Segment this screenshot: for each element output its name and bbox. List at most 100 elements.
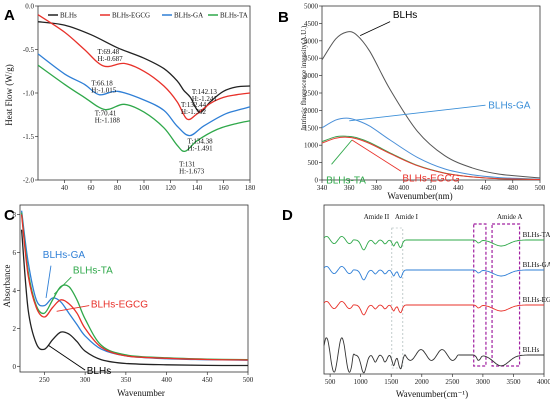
panel-b-xlabel: Wavenumber(nm) (387, 191, 452, 201)
panel-c-xtick-label-4: 450 (202, 376, 213, 384)
panel-a-ytick-label-3: -1.5 (23, 133, 35, 141)
panel-a-line-blhs (37, 21, 251, 113)
panel-c-label-blhs: BLHs (87, 366, 111, 377)
panel-d-xtick-label-6: 3500 (506, 378, 521, 386)
panel-b-arrow-egcg (351, 139, 402, 172)
panel-b-xtick-label-3: 400 (399, 184, 410, 192)
panel-b-xtick-label-2: 380 (371, 184, 382, 192)
panel-b-ytick-label-0: 0 (315, 177, 319, 185)
panel-a-xtick-label-5: 140 (192, 184, 203, 192)
panel-a-annot-h-5: H:-1.491 (188, 145, 214, 153)
panel-c-arrow-blhs (48, 345, 86, 371)
panel-b-ytick-label-7: 3500 (304, 55, 319, 63)
panel-d-label-blhs: BLHs (523, 346, 540, 354)
panel-c-ytick-label-2: 4 (13, 287, 17, 295)
panel-a-xtick-label-0: 40 (61, 184, 69, 192)
panel-c-ytick-label-3: 6 (13, 249, 17, 257)
panel-a-legend-label-3: BLHs-TA (220, 12, 248, 20)
panel-b-line-blhs (321, 31, 541, 179)
panel-b-label-egcg: BLHs-EGCG (402, 174, 459, 185)
panel-c-line-blhs-egcg (20, 214, 249, 361)
panel-a-ylabel: Heat Flow (W/g) (4, 64, 14, 125)
panel-b-line-blhs-ga (321, 117, 541, 180)
panel-a-legend-label-1: BLHs-EGCG (112, 12, 150, 20)
panel-b-xtick-label-5: 440 (453, 184, 464, 192)
panel-b-ytick-label-5: 2500 (304, 90, 319, 98)
panel-b-frame (321, 5, 541, 181)
panel-a-annot-t-1: T:66.18 (91, 80, 113, 88)
panel-a-annot-h-1: H:-1.015 (91, 87, 117, 95)
panel-b-line-blhs-egcg (321, 136, 541, 180)
panel-a-annot-h-0: H:-0.687 (98, 55, 124, 63)
panel-b-label-ga: BLHs-GA (488, 101, 531, 112)
panel-d-annot-amide-i: Amide I (395, 213, 419, 221)
panel-b-arrow-blhs (359, 21, 391, 36)
panel-c-label-ta: BLHs-TA (73, 265, 113, 276)
panel-d-frame (323, 204, 545, 375)
panel-b-xtick-label-0: 340 (317, 184, 328, 192)
panel-c-line-blhs-ta (20, 212, 249, 361)
panel-c-label-ga: BLHs-GA (43, 250, 86, 261)
panel-a-annot-t-4: T:142.13 (192, 88, 218, 96)
panel-d-xtick-label-3: 2000 (415, 378, 430, 386)
panel-b-ytick-label-4: 2000 (304, 107, 319, 115)
panel-a-xtick-label-6: 160 (218, 184, 229, 192)
panel-b-plot: 340 360 380 400 420 440 460 480 5000500100015002… (304, 3, 546, 193)
panel-letter-b: B (278, 9, 289, 26)
panel-letter-a: A (4, 7, 15, 24)
panel-a-annot-h-4: H:-1.241 (192, 95, 218, 103)
panel-a-xtick-label-2: 80 (114, 184, 122, 192)
panel-b-ytick-label-10: 5000 (304, 3, 319, 11)
panel-c-xtick-label-2: 350 (121, 376, 132, 384)
panel-d-xtick-label-2: 1500 (384, 378, 399, 386)
panel-d-ch-box (473, 223, 487, 367)
panel-a-annot-h-2: H:-1.188 (95, 117, 121, 125)
panel-c-line-blhs-ga (20, 210, 249, 361)
panel-c-ytick-label-1: 2 (13, 325, 17, 333)
panel-c-xtick-label-5: 500 (243, 376, 254, 384)
panel-c-ytick-label-0: 0 (13, 363, 17, 371)
panel-a-annot-t-5: T:134.38 (188, 138, 214, 146)
panel-d-xtick-label-5: 3000 (476, 378, 491, 386)
panel-b-ytick-label-2: 1000 (304, 142, 319, 150)
panel-d-label-blhs-egcg: BLHs-EGCG (523, 296, 550, 304)
panel-c-arrow-egcg (56, 305, 90, 312)
panel-letter-d: D (282, 207, 293, 224)
panel-b-ytick-label-6: 3000 (304, 72, 319, 80)
panel-d-amide-band-box (391, 227, 404, 369)
panel-b-xtick-label-6: 460 (480, 184, 491, 192)
panel-d-xlabel: Wavenumber(cm⁻¹) (396, 389, 468, 399)
panel-a-xtick-label-4: 120 (165, 184, 176, 192)
panel-d-annot-amide-ii: Amide II (364, 213, 390, 221)
panel-a-plot: 40 60 80 100 120 140 160 180 0.0 -0.5 -1.0 -1.5 -2.0… (23, 3, 256, 193)
panel-d-amide-a-box (491, 223, 521, 367)
panel-c-ylabel: Absorbance (2, 265, 12, 308)
panel-d-label-blhs-ga: BLHs-GA (523, 261, 550, 269)
panel-d-line-blhs-egcg (323, 300, 544, 316)
panel-b-xtick-label-1: 360 (344, 184, 355, 192)
panel-a-xtick-label-3: 100 (139, 184, 150, 192)
panel-d-plot: 500 1000 1500 2000 2500 3000 3500 4000 Amide II A… (323, 204, 550, 386)
panel-c-xtick-label-1: 300 (80, 376, 91, 384)
panel-a-xtick-label-7: 180 (245, 184, 256, 192)
panel-d-label-blhs-ta: BLHs-TA (523, 231, 550, 239)
panel-b-ylabel: Intrinsic fluorescence intensity(A.U.) (300, 25, 308, 130)
panel-b-arrow-ta (331, 139, 353, 165)
panel-a-line-blhs-egcg (37, 14, 251, 121)
panel-c-line-blhs (20, 229, 249, 367)
panel-c-arrow-ta (53, 276, 72, 295)
panel-d-line-blhs-ga (323, 265, 544, 281)
panel-c-arrow-ga (45, 265, 52, 299)
panel-a-xtick-label-1: 60 (88, 184, 96, 192)
panel-b-ytick-label-9: 4500 (304, 20, 319, 28)
panel-c-xtick-label-0: 250 (39, 376, 50, 384)
panel-d-line-blhs (323, 337, 544, 374)
panel-a-annot-t-2: T:70.41 (95, 110, 117, 118)
panel-c-xlabel: Wavenumber (117, 388, 165, 398)
panel-a-legend-label-2: BLHs-GA (174, 12, 203, 20)
panel-b-xtick-label-4: 420 (426, 184, 437, 192)
panel-a-legend-label-0: BLHs (60, 12, 77, 20)
panel-a-ytick-label-0: 0.0 (25, 3, 34, 11)
panel-b-ytick-label-3: 1500 (304, 124, 319, 132)
